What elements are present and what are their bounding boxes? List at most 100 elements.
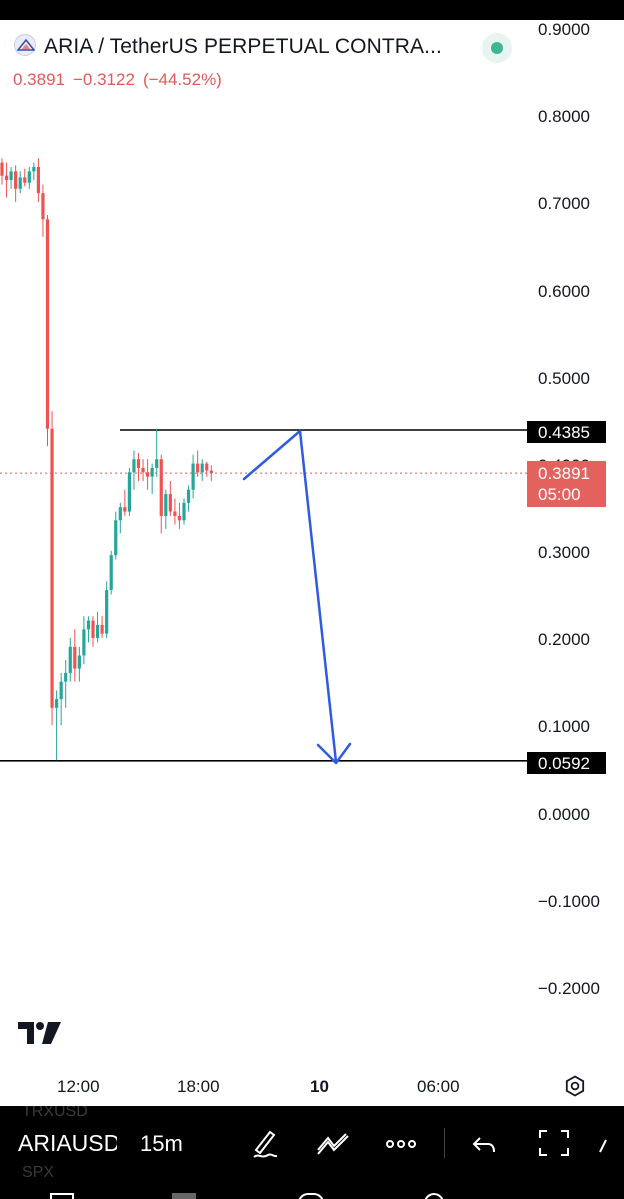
candle-body <box>64 672 68 682</box>
symbol-list-item[interactable]: TRXUSD <box>22 1106 88 1120</box>
price-axis-label: 0.8000 <box>538 107 590 126</box>
candle-body <box>200 463 204 473</box>
horizontal-line-price-tag[interactable]: 0.4385 <box>527 421 606 443</box>
candlestick <box>136 453 141 482</box>
chevron-right-icon[interactable] <box>596 1126 624 1160</box>
candle-body <box>123 507 127 512</box>
candle-body <box>77 655 81 669</box>
candle-body <box>100 624 104 634</box>
fullscreen-icon[interactable] <box>537 1126 571 1160</box>
candle-body <box>109 555 113 591</box>
time-axis-label: 12:00 <box>57 1077 100 1096</box>
price-axis-label: 0.5000 <box>538 369 590 388</box>
candlestick <box>95 611 100 643</box>
toolbar-divider <box>444 1128 445 1158</box>
candlestick <box>114 511 118 560</box>
candle-body <box>114 520 118 556</box>
candlestick <box>164 489 168 530</box>
candlestick <box>123 489 127 516</box>
price-chart[interactable] <box>0 0 624 1070</box>
candle-body <box>177 515 182 521</box>
tab-bar-edge <box>0 1190 624 1199</box>
horizontal-line-price-tag[interactable]: 0.0592 <box>527 752 606 774</box>
price-axis-label: 0.9000 <box>538 20 590 39</box>
candlestick <box>77 646 81 682</box>
drawn-arrow-head <box>316 742 352 765</box>
candle-body <box>182 502 186 521</box>
candlestick <box>4 162 9 198</box>
candle-body <box>68 646 72 673</box>
tradingview-logo-icon[interactable] <box>18 1022 62 1046</box>
candle-body <box>173 511 177 516</box>
price-change-percent: (−44.52%) <box>142 70 222 89</box>
price-axis-label: 0.3000 <box>538 543 590 562</box>
candle-body <box>191 463 195 490</box>
candlestick <box>132 450 136 490</box>
candle-body <box>168 494 172 512</box>
bottom-toolbar: TRXUSD ARIAUSDT SPX 15m <box>0 1106 624 1199</box>
candle-body <box>132 459 136 473</box>
drawing-tools-icon[interactable] <box>314 1126 352 1160</box>
drawn-arrow-path <box>242 429 338 764</box>
candlestick <box>118 502 122 534</box>
candle-body <box>23 177 27 183</box>
candle-body <box>91 620 95 639</box>
candlestick <box>155 428 159 477</box>
status-dot-icon[interactable] <box>482 33 512 63</box>
candle-body <box>55 699 59 708</box>
candlestick <box>14 165 18 202</box>
candlestick <box>205 461 209 477</box>
interval-selector[interactable]: 15m <box>140 1131 183 1156</box>
candlestick <box>146 459 150 490</box>
candle-body <box>59 681 63 700</box>
candle-body <box>95 624 100 639</box>
last-price: 0.3891 <box>13 70 65 89</box>
candlestick <box>68 638 72 682</box>
symbol-logo-icon <box>14 34 36 56</box>
candlestick <box>64 659 68 708</box>
candle-body <box>50 428 54 708</box>
more-icon[interactable] <box>384 1126 420 1160</box>
candle-body <box>118 507 122 521</box>
candle-body <box>18 177 22 189</box>
settings-icon[interactable] <box>564 1075 586 1097</box>
candle-body <box>45 219 50 429</box>
candlestick <box>209 465 213 482</box>
current-price-tag: 0.3891 05:00 <box>527 461 606 507</box>
candlestick <box>159 454 163 534</box>
price-axis-label: 0.7000 <box>538 194 590 213</box>
candlestick <box>105 581 109 639</box>
candlestick <box>18 171 22 194</box>
candle-body <box>41 193 45 220</box>
symbol-selector[interactable]: ARIAUSDT <box>18 1130 117 1156</box>
time-axis-label: 06:00 <box>417 1077 460 1096</box>
candle-body <box>73 646 77 669</box>
candlestick <box>100 616 104 639</box>
candlestick <box>186 485 191 512</box>
candle-body <box>9 171 13 181</box>
candlestick <box>27 166 31 189</box>
candlestick <box>41 184 45 237</box>
price-axis-label: 0.2000 <box>538 630 590 649</box>
undo-icon[interactable] <box>470 1126 500 1160</box>
candlestick <box>50 411 54 726</box>
price-axis-label: 0.6000 <box>538 282 590 301</box>
candle-body <box>196 463 200 473</box>
candlestick <box>173 498 177 525</box>
candle-body <box>14 171 18 189</box>
candlestick <box>36 158 40 202</box>
candlestick <box>168 481 172 516</box>
symbol-list-item[interactable]: SPX <box>22 1164 55 1181</box>
candlestick <box>73 629 77 682</box>
price-change: −0.3122 <box>73 70 135 89</box>
candlestick <box>109 550 113 595</box>
candlestick <box>150 463 154 495</box>
candlestick <box>23 168 27 187</box>
candlestick <box>191 454 195 499</box>
price-axis-label: 0.0000 <box>538 805 590 824</box>
candle-body <box>146 472 150 477</box>
candle-body <box>136 459 141 468</box>
symbol-title[interactable]: ARIA / TetherUS PERPETUAL CONTRA... <box>44 35 442 58</box>
brush-icon[interactable] <box>246 1126 280 1160</box>
time-axis-label: 10 <box>310 1077 329 1096</box>
